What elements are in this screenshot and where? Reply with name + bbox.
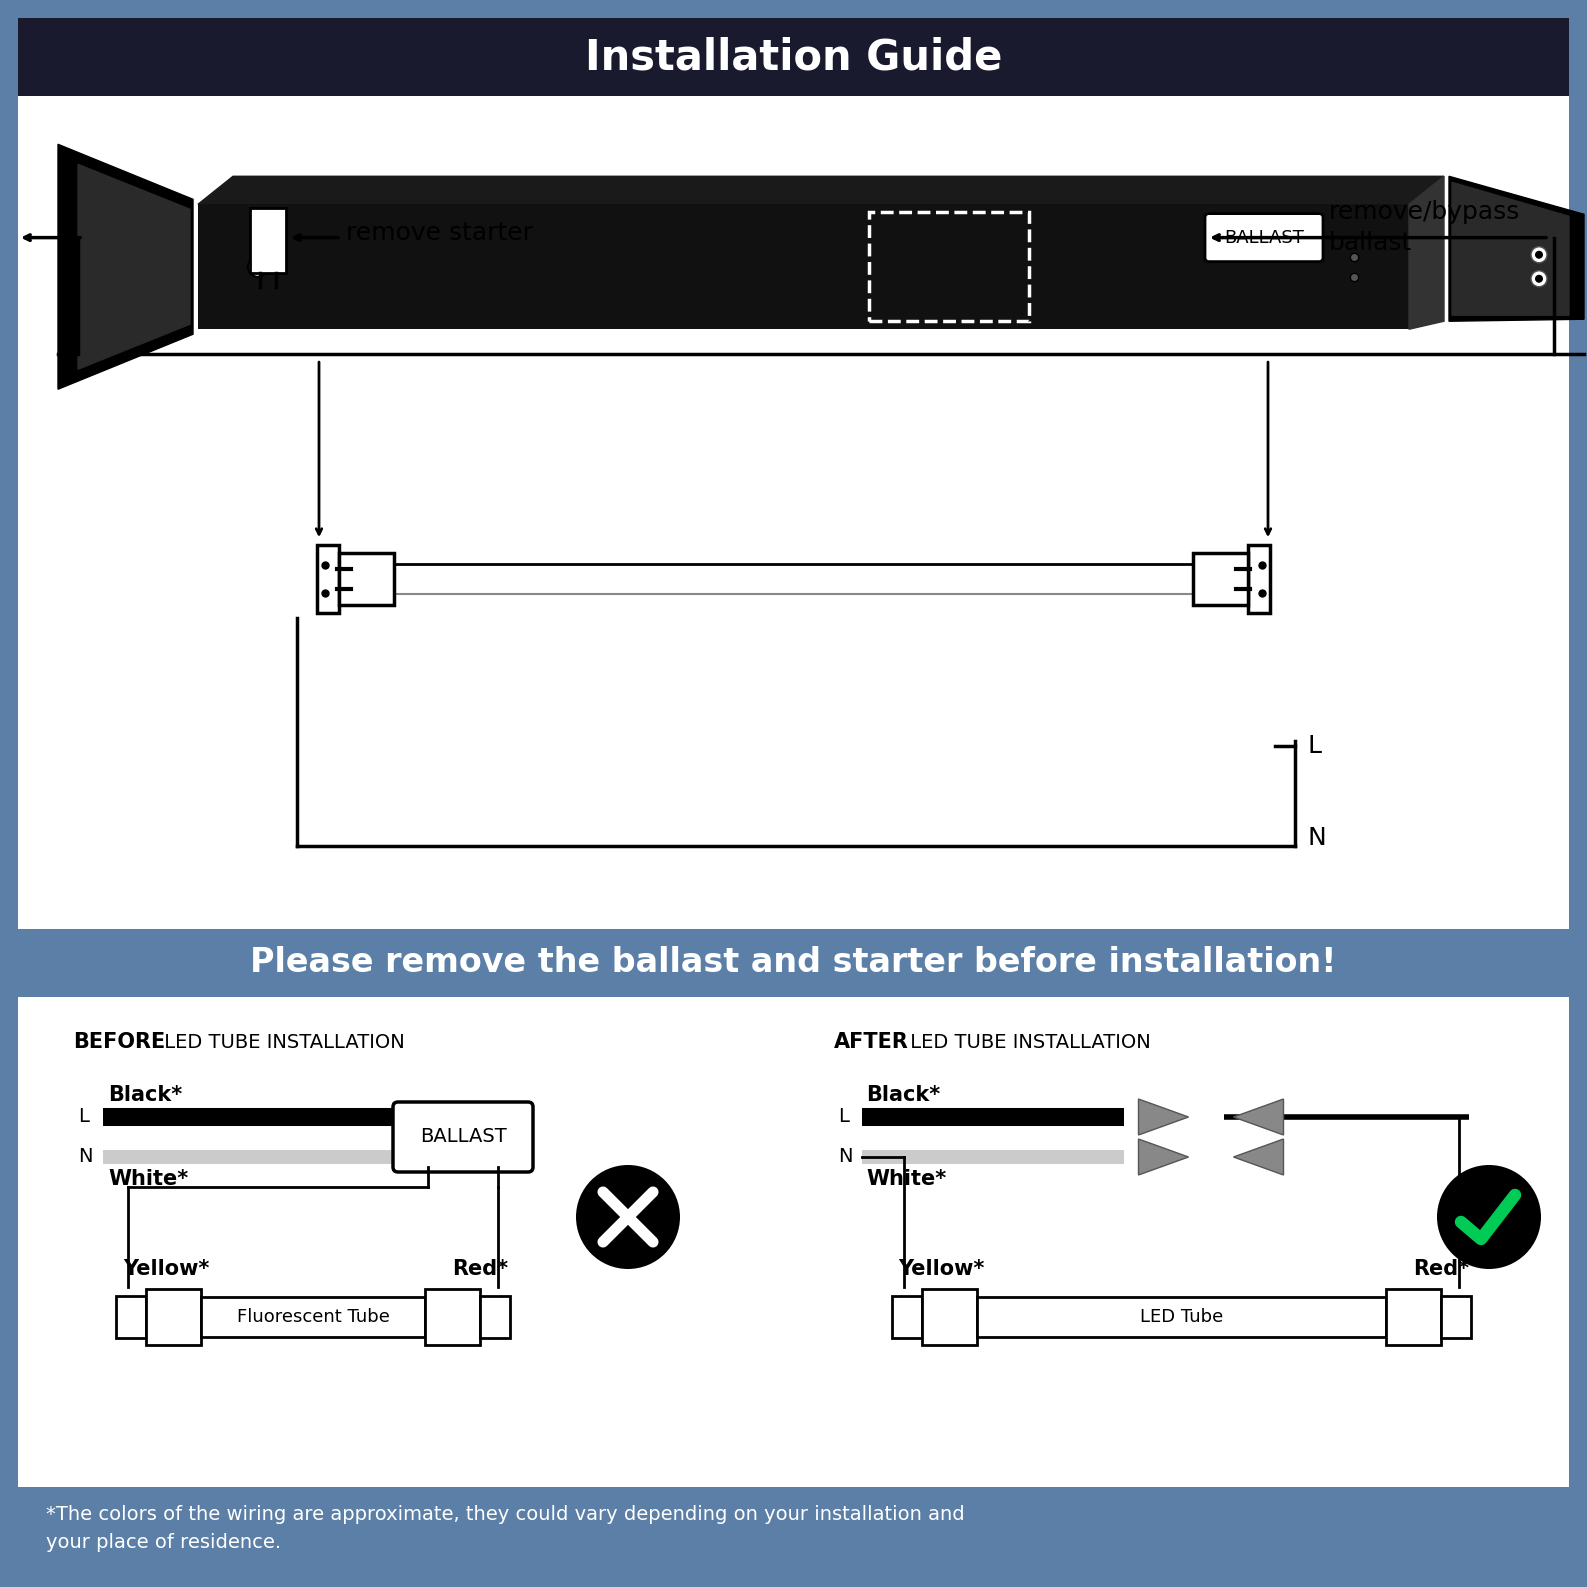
Text: N: N	[1308, 825, 1325, 849]
Bar	[922, 1289, 976, 1346]
Text: Red*: Red*	[452, 1258, 508, 1279]
Text: Installation Guide: Installation Guide	[586, 37, 1001, 78]
Text: remove/bypass
ballast: remove/bypass ballast	[1328, 200, 1520, 256]
Text: L: L	[78, 1108, 89, 1127]
Bar	[1441, 1297, 1471, 1338]
Polygon shape	[1233, 1100, 1284, 1135]
Polygon shape	[198, 176, 1444, 205]
Text: BEFORE: BEFORE	[73, 1032, 165, 1052]
Text: Black*: Black*	[108, 1086, 183, 1105]
Bar	[340, 554, 394, 605]
Text: BALLAST: BALLAST	[419, 1127, 506, 1146]
Polygon shape	[1138, 1139, 1189, 1174]
Polygon shape	[1449, 176, 1584, 321]
Circle shape	[248, 257, 268, 276]
Circle shape	[1535, 275, 1543, 282]
Text: Please remove the ballast and starter before installation!: Please remove the ballast and starter be…	[251, 946, 1336, 979]
Text: *The colors of the wiring are approximate, they could vary depending on your ins: *The colors of the wiring are approximat…	[46, 1504, 965, 1552]
Circle shape	[1436, 1165, 1541, 1270]
Text: Yellow*: Yellow*	[124, 1258, 209, 1279]
Text: White*: White*	[867, 1170, 947, 1189]
Bar	[251, 208, 286, 273]
Text: Fluorescent Tube: Fluorescent Tube	[236, 1308, 389, 1327]
Circle shape	[1535, 251, 1543, 259]
Bar	[17, 1487, 1570, 1570]
Text: White*: White*	[108, 1170, 189, 1189]
Circle shape	[576, 1165, 679, 1270]
Text: L: L	[1308, 733, 1320, 757]
Polygon shape	[1233, 1139, 1284, 1174]
Bar	[202, 1297, 425, 1336]
Bar	[1193, 554, 1247, 605]
Polygon shape	[1409, 176, 1444, 329]
Polygon shape	[1138, 1100, 1189, 1135]
FancyBboxPatch shape	[1205, 214, 1324, 262]
Text: Yellow*: Yellow*	[898, 1258, 986, 1279]
Text: N: N	[838, 1147, 852, 1166]
Text: BALLAST: BALLAST	[1224, 229, 1305, 246]
Bar	[17, 17, 1570, 95]
FancyBboxPatch shape	[394, 1101, 533, 1173]
Bar	[317, 546, 340, 613]
Text: Black*: Black*	[867, 1086, 941, 1105]
Bar	[1247, 546, 1270, 613]
Text: LED TUBE INSTALLATION: LED TUBE INSTALLATION	[903, 1033, 1151, 1052]
Bar	[146, 1289, 202, 1346]
Text: AFTER: AFTER	[833, 1032, 908, 1052]
Circle shape	[1531, 271, 1547, 287]
Text: L: L	[838, 1108, 849, 1127]
Circle shape	[1531, 246, 1547, 263]
Text: LED TUBE INSTALLATION: LED TUBE INSTALLATION	[159, 1033, 405, 1052]
Bar	[479, 1297, 509, 1338]
Text: N: N	[78, 1147, 92, 1166]
Text: remove starter: remove starter	[346, 221, 533, 244]
Text: LED Tube: LED Tube	[1139, 1308, 1224, 1327]
Bar	[425, 1289, 479, 1346]
Bar	[1385, 1289, 1441, 1346]
Bar	[976, 1297, 1385, 1336]
Polygon shape	[78, 165, 190, 370]
Bar	[198, 205, 1409, 329]
Bar	[892, 1297, 922, 1338]
Polygon shape	[59, 144, 194, 389]
Bar	[17, 928, 1570, 997]
Polygon shape	[1452, 183, 1570, 316]
Text: Red*: Red*	[1412, 1258, 1470, 1279]
Bar	[116, 1297, 146, 1338]
